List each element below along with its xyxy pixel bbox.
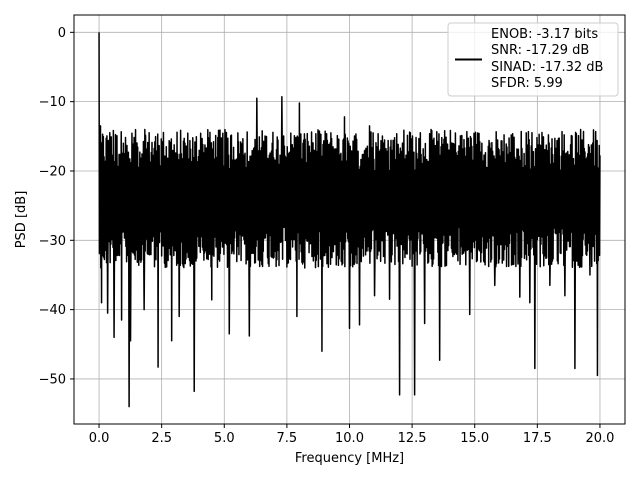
legend-entry-sfdr: SFDR: 5.99 (491, 76, 563, 91)
x-tick-label: 20.0 (585, 431, 614, 446)
psd-series (98, 32, 601, 408)
x-tick-label: 15.0 (460, 431, 489, 446)
x-tick-label: 5.0 (214, 431, 235, 446)
y-axis-ticks: 0 −10 −20 −30 −40 −50 (39, 26, 74, 387)
x-tick-label: 2.5 (151, 431, 172, 446)
y-axis-label: PSD [dB] (14, 191, 29, 249)
x-axis-ticks: 0.0 2.5 5.0 7.5 10.0 12.5 15.0 17.5 20.0 (89, 424, 614, 446)
psd-line (98, 32, 601, 408)
x-axis-label: Frequency [MHz] (295, 451, 404, 466)
x-tick-label: 0.0 (89, 431, 110, 446)
legend-box (447, 22, 619, 97)
legend-entry-sinad: SINAD: -17.32 dB (491, 60, 603, 75)
x-tick-label: 17.5 (523, 431, 552, 446)
legend-entry-enob: ENOB: -3.17 bits (491, 27, 598, 42)
x-tick-label: 10.0 (335, 431, 364, 446)
y-tick-label: −10 (39, 95, 66, 110)
legend-entry-snr: SNR: -17.29 dB (491, 43, 589, 58)
y-tick-label: −20 (39, 164, 66, 179)
legend: ENOB: -3.17 bits SNR: -17.29 dB SINAD: -… (447, 22, 619, 97)
y-tick-label: −40 (39, 303, 66, 318)
y-tick-label: −30 (39, 234, 66, 249)
x-tick-label: 12.5 (398, 431, 427, 446)
y-tick-label: 0 (58, 26, 66, 41)
y-tick-label: −50 (39, 372, 66, 387)
x-tick-label: 7.5 (277, 431, 298, 446)
